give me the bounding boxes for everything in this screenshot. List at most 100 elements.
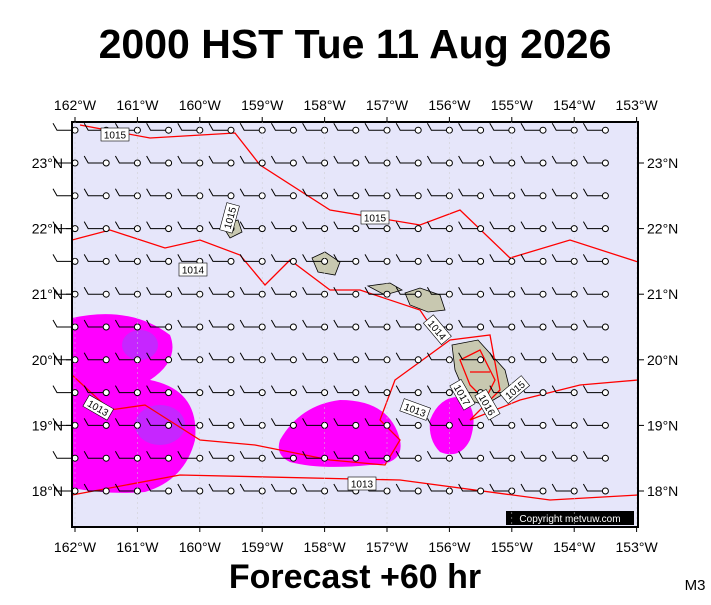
- isobar-label-box: [219, 202, 240, 234]
- barb: [582, 122, 606, 131]
- isobar-value: 1015: [364, 214, 387, 225]
- barb-station: [601, 225, 609, 233]
- barb: [551, 155, 575, 164]
- barb: [364, 385, 387, 394]
- barb: [239, 385, 263, 394]
- barb: [302, 221, 325, 230]
- barb-station: [539, 257, 547, 265]
- barb: [520, 122, 543, 131]
- barb: [146, 254, 169, 262]
- barb: [426, 352, 450, 361]
- barb-station: [414, 389, 422, 397]
- barb-station: [227, 126, 235, 134]
- lat-label-left: 21°N: [32, 286, 63, 302]
- isobar-label: 1013: [347, 476, 377, 491]
- barb: [520, 188, 543, 197]
- barb: [177, 352, 200, 361]
- barb: [302, 188, 325, 197]
- barb-station: [601, 487, 609, 495]
- barb-station: [601, 159, 609, 167]
- barb-station: [165, 126, 173, 134]
- barb: [458, 155, 481, 164]
- barb-station: [227, 454, 235, 462]
- barb-station: [289, 323, 297, 331]
- barb-station: [414, 421, 422, 429]
- barb: [270, 286, 294, 295]
- copyright-box: [506, 511, 634, 525]
- barb: [364, 450, 387, 459]
- barb-station: [289, 126, 297, 134]
- barb: [146, 418, 169, 426]
- lon-label-bottom: 157°W: [366, 539, 409, 555]
- barb-station: [601, 356, 609, 364]
- barb: [520, 352, 543, 361]
- barb: [146, 483, 169, 492]
- barb: [177, 122, 200, 131]
- barb-station: [414, 126, 422, 134]
- barb: [489, 188, 512, 197]
- barb-station: [601, 257, 609, 265]
- barb-station: [352, 257, 360, 265]
- barb-station: [539, 126, 547, 134]
- barb: [395, 352, 419, 361]
- barb: [489, 450, 512, 459]
- barb: [208, 188, 231, 197]
- barb-station: [539, 454, 547, 462]
- copyright: Copyright metvuw.com: [519, 514, 620, 525]
- barb-station: [289, 356, 297, 364]
- barb: [208, 286, 231, 295]
- barb-station: [165, 454, 173, 462]
- barb: [458, 418, 481, 426]
- barb-station: [352, 356, 360, 364]
- barb: [83, 221, 107, 230]
- barb: [333, 155, 356, 164]
- barb: [395, 483, 419, 492]
- barb: [489, 122, 512, 131]
- lon-label-top: 154°W: [553, 97, 596, 113]
- lat-label-right: 19°N: [647, 417, 678, 433]
- barb: [208, 352, 231, 361]
- barb: [270, 188, 294, 197]
- barb: [114, 286, 138, 295]
- barb: [458, 122, 481, 131]
- isobar-label-box: [399, 398, 431, 421]
- barb: [302, 483, 325, 492]
- barb: [395, 254, 419, 262]
- barb: [146, 188, 169, 197]
- barb: [395, 122, 419, 131]
- barb-station: [539, 421, 547, 429]
- barb: [239, 122, 263, 131]
- barb-station: [289, 225, 297, 233]
- barb: [270, 483, 294, 492]
- barb: [208, 122, 231, 131]
- barb: [208, 450, 231, 459]
- isobar-label-box: [422, 314, 452, 346]
- barb-station: [477, 257, 485, 265]
- barb: [520, 483, 543, 492]
- lat-label-right: 18°N: [647, 483, 678, 499]
- barb: [551, 122, 575, 131]
- barb: [146, 319, 169, 328]
- barb: [458, 188, 481, 197]
- barb: [146, 352, 169, 361]
- barb: [270, 352, 294, 361]
- lon-label-top: 158°W: [304, 97, 347, 113]
- barb: [551, 254, 575, 262]
- lon-label-top: 161°W: [116, 97, 159, 113]
- barb-station: [539, 356, 547, 364]
- barb: [395, 286, 419, 295]
- barb: [489, 155, 512, 164]
- isobar-label-box: [100, 127, 130, 142]
- barb: [302, 286, 325, 295]
- isobar-label: 1015: [360, 210, 390, 225]
- lon-label-bottom: 162°W: [54, 539, 97, 555]
- barb: [489, 352, 512, 361]
- barb: [364, 188, 387, 197]
- barb: [395, 188, 419, 197]
- barb: [551, 352, 575, 361]
- barb-station: [601, 421, 609, 429]
- barb: [114, 352, 138, 361]
- barb-station: [165, 192, 173, 200]
- barb: [395, 385, 419, 394]
- barb: [208, 155, 231, 164]
